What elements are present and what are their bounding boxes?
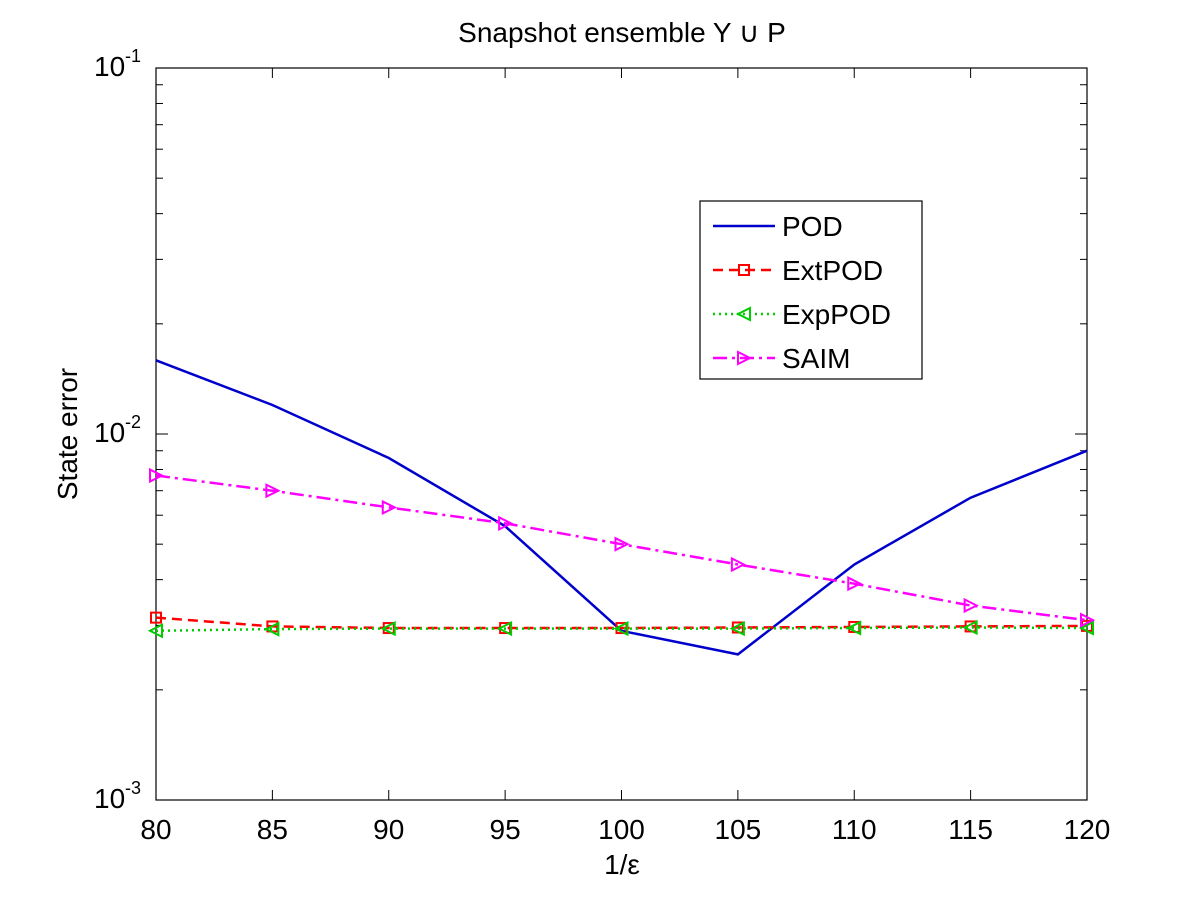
marker-triangle-right: [265, 483, 281, 499]
series-saim: [149, 467, 1096, 628]
marker-triangle-right: [1080, 612, 1096, 628]
marker-triangle-right: [498, 515, 514, 531]
marker-triangle-left: [1078, 620, 1094, 636]
x-tick-label: 110: [832, 814, 877, 845]
marker-triangle-left: [264, 621, 280, 637]
marker-triangle-right: [614, 536, 630, 552]
y-tick-label: 10: [94, 417, 125, 448]
marker-triangle-right: [381, 499, 397, 516]
y-ticks: 10-110-210-3: [94, 46, 1087, 814]
y-tick-label: 10: [94, 783, 125, 814]
y-minor-ticks: [156, 84, 1087, 691]
x-tick-label: 120: [1064, 814, 1111, 845]
marker-triangle-left: [380, 620, 396, 637]
series-exppod: [147, 619, 1094, 639]
plot-area: [155, 67, 1088, 801]
x-tick-label: 90: [373, 814, 404, 845]
marker-square: [738, 264, 750, 276]
legend-label-saim: SAIM: [782, 343, 850, 374]
x-tick-label: 95: [490, 814, 521, 845]
x-tick-label: 80: [140, 814, 171, 845]
legend-label-exppod: ExpPOD: [782, 299, 891, 330]
legend-label-extpod: ExtPOD: [782, 255, 883, 286]
legend-label-pod: POD: [782, 211, 843, 242]
y-tick-exponent: -2: [125, 412, 141, 432]
series-line-saim: [155, 474, 1088, 622]
series-layer: [147, 359, 1096, 656]
marker-triangle-right: [737, 350, 753, 366]
legend: POD ExtPOD ExpPOD SAIM: [699, 200, 923, 380]
y-axis-title: State error: [52, 368, 83, 500]
marker-square: [150, 611, 162, 624]
marker-triangle-right: [847, 576, 863, 592]
y-tick-label: 10: [94, 51, 125, 82]
y-tick-exponent: -1: [125, 46, 141, 66]
x-ticks: 80 85 90 95 100 105 110 115 120: [140, 68, 1110, 845]
marker-triangle-right: [963, 597, 979, 614]
marker-triangle-left: [962, 619, 978, 636]
marker-triangle-right: [730, 556, 747, 573]
x-tick-label: 105: [715, 814, 762, 845]
y-tick-exponent: -3: [125, 778, 141, 798]
x-tick-label: 85: [257, 814, 288, 845]
x-tick-label: 115: [948, 814, 993, 845]
marker-triangle-left: [496, 620, 513, 637]
series-line-exppod: [155, 626, 1088, 633]
marker-triangle-left: [147, 623, 163, 639]
chart-title: Snapshot ensemble Y ∪ P: [458, 17, 786, 48]
marker-triangle-left: [729, 620, 745, 637]
x-tick-label: 100: [598, 814, 645, 845]
marker-triangle-left: [613, 620, 629, 637]
marker-triangle-left: [735, 306, 751, 322]
x-axis-title: 1/ε: [604, 849, 640, 880]
marker-triangle-right: [149, 467, 165, 484]
marker-triangle-left: [846, 620, 862, 636]
